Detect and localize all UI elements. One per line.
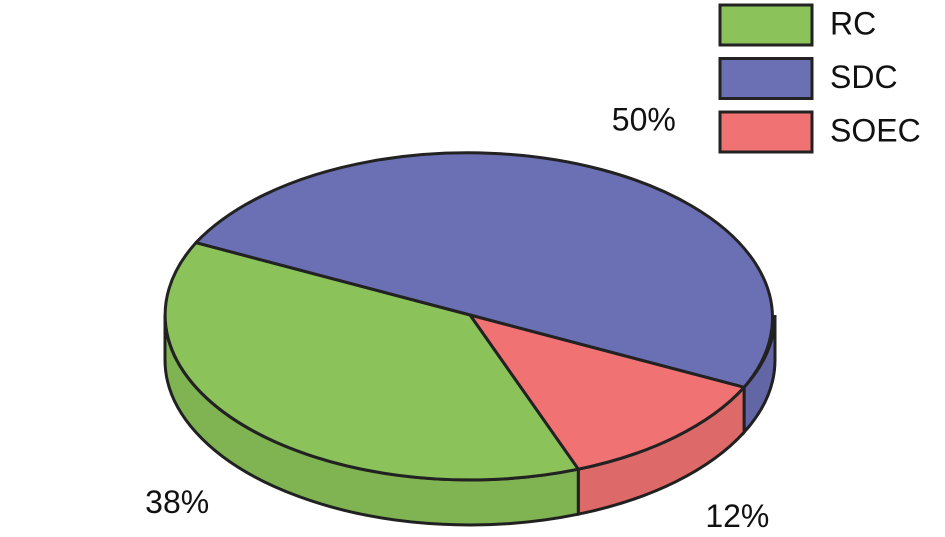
legend-swatch	[718, 57, 814, 100]
slice-side-shade	[578, 387, 745, 515]
legend-swatch	[718, 3, 814, 47]
slice	[194, 151, 774, 389]
pie-tops	[163, 151, 774, 482]
value-label: 12%	[705, 498, 769, 534]
value-label: 50%	[612, 102, 676, 138]
slice	[163, 241, 580, 482]
slice	[468, 313, 746, 471]
legend: RC SDC SOEC	[718, 3, 921, 154]
slice-side-shade	[744, 315, 775, 433]
slice-side-shade	[165, 315, 579, 525]
legend-label: SDC	[830, 59, 898, 95]
legend-label: RC	[830, 5, 876, 41]
legend-swatch	[718, 110, 814, 154]
value-label: 38%	[145, 484, 209, 520]
legend-label: SOEC	[830, 112, 921, 148]
